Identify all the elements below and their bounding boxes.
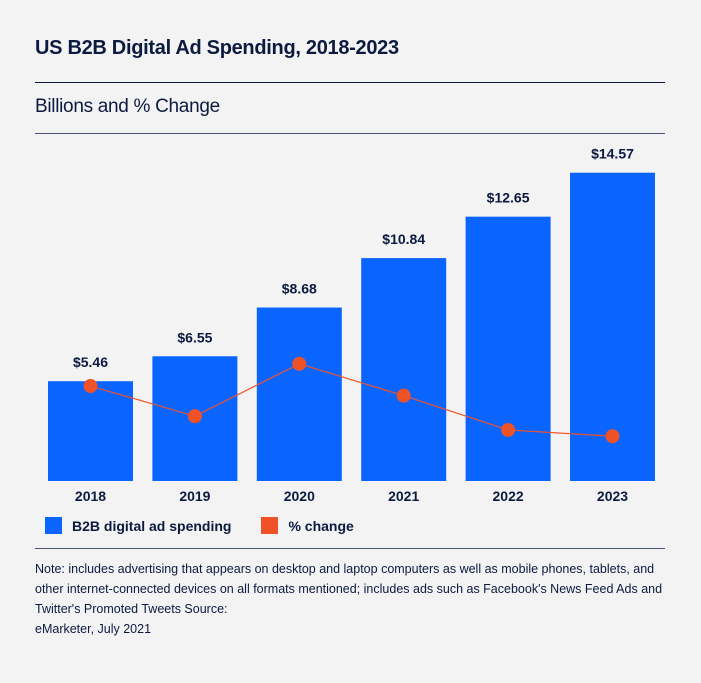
bar-2022 [465,216,551,481]
bar-label-2023: $14.57 [591,146,634,162]
legend-swatch-change [261,517,279,534]
title-divider [35,82,665,83]
bar-2020 [256,307,342,481]
bar-label-2020: $8.68 [282,281,317,297]
pct-point-2023 [605,429,620,444]
legend-label-change: % change [288,517,354,534]
pct-point-2019 [187,409,202,424]
bar-2021 [361,258,447,481]
x-tick-2018: 2018 [75,488,106,504]
x-tick-2021: 2021 [388,488,419,504]
pct-point-2020 [292,356,307,371]
x-tick-2022: 2022 [493,488,524,504]
bar-label-2022: $12.65 [487,190,530,206]
legend-label-spending: B2B digital ad spending [72,517,232,534]
legend-swatch-spending [45,517,62,534]
bar-label-2018: $5.46 [73,354,108,370]
x-tick-2023: 2023 [597,488,628,504]
x-tick-2019: 2019 [179,488,210,504]
subtitle-divider [35,133,665,134]
pct-point-2021 [396,388,411,403]
chart-note: Note: includes advertising that appears … [35,562,663,636]
bar-label-2019: $6.55 [177,329,212,345]
chart-title: US B2B Digital Ad Spending, 2018-2023 [35,37,399,59]
legend: B2B digital ad spending % change [45,517,354,534]
pct-change-line [90,363,613,437]
pct-point-2018 [83,379,98,394]
chart-subtitle: Billions and % Change [35,96,220,117]
x-tick-2020: 2020 [284,488,315,504]
bar-label-2021: $10.84 [382,231,425,247]
legend-divider [35,548,665,549]
pct-point-2022 [501,422,516,437]
bar-2018 [48,381,133,481]
